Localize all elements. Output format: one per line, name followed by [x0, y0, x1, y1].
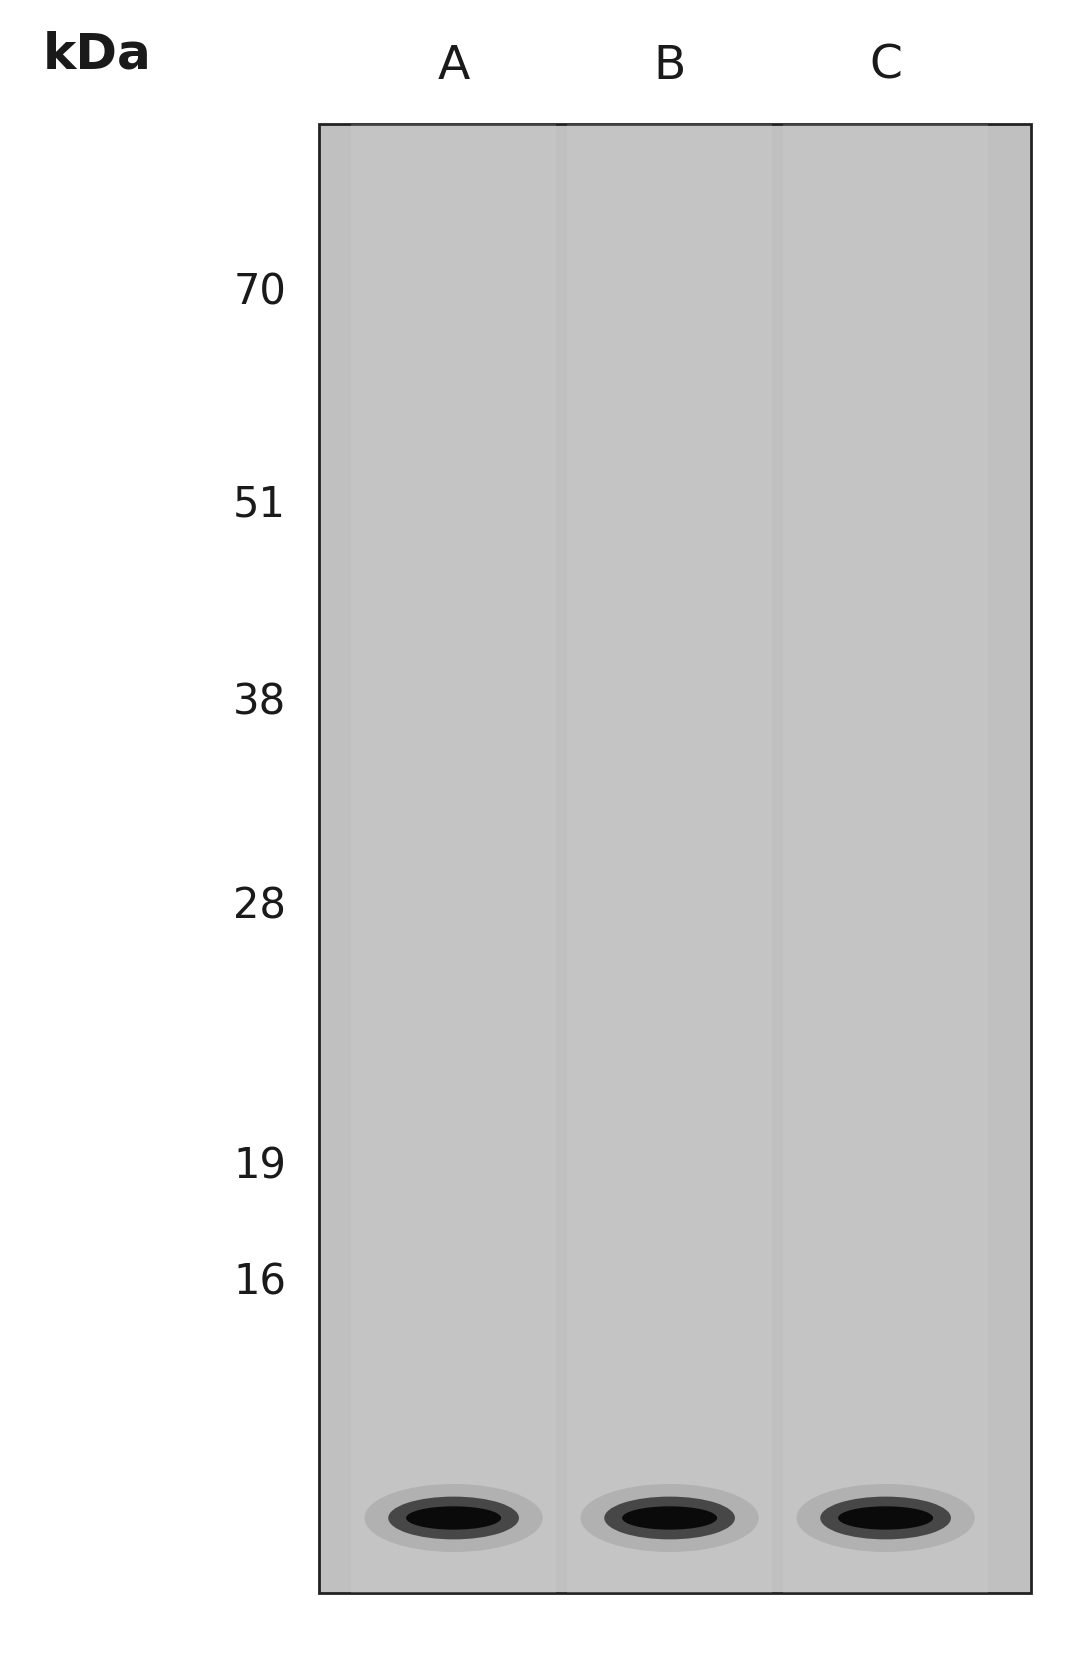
- Text: 28: 28: [233, 886, 286, 927]
- Ellipse shape: [821, 1496, 950, 1540]
- Text: 70: 70: [233, 272, 286, 314]
- Text: A: A: [437, 43, 470, 90]
- Ellipse shape: [605, 1496, 735, 1540]
- Text: 16: 16: [233, 1261, 286, 1302]
- Text: 51: 51: [233, 484, 286, 526]
- Bar: [351, 124, 556, 1593]
- Bar: [319, 124, 1031, 1593]
- Ellipse shape: [622, 1506, 717, 1530]
- Ellipse shape: [796, 1483, 974, 1553]
- Text: 19: 19: [233, 1146, 286, 1188]
- Text: B: B: [653, 43, 686, 90]
- Text: 38: 38: [233, 682, 286, 723]
- Ellipse shape: [406, 1506, 501, 1530]
- Text: kDa: kDa: [43, 32, 151, 78]
- Ellipse shape: [364, 1483, 542, 1553]
- Ellipse shape: [581, 1483, 759, 1553]
- Ellipse shape: [838, 1506, 933, 1530]
- Ellipse shape: [389, 1496, 518, 1540]
- Bar: [783, 124, 988, 1593]
- Text: C: C: [869, 43, 902, 90]
- Bar: [567, 124, 772, 1593]
